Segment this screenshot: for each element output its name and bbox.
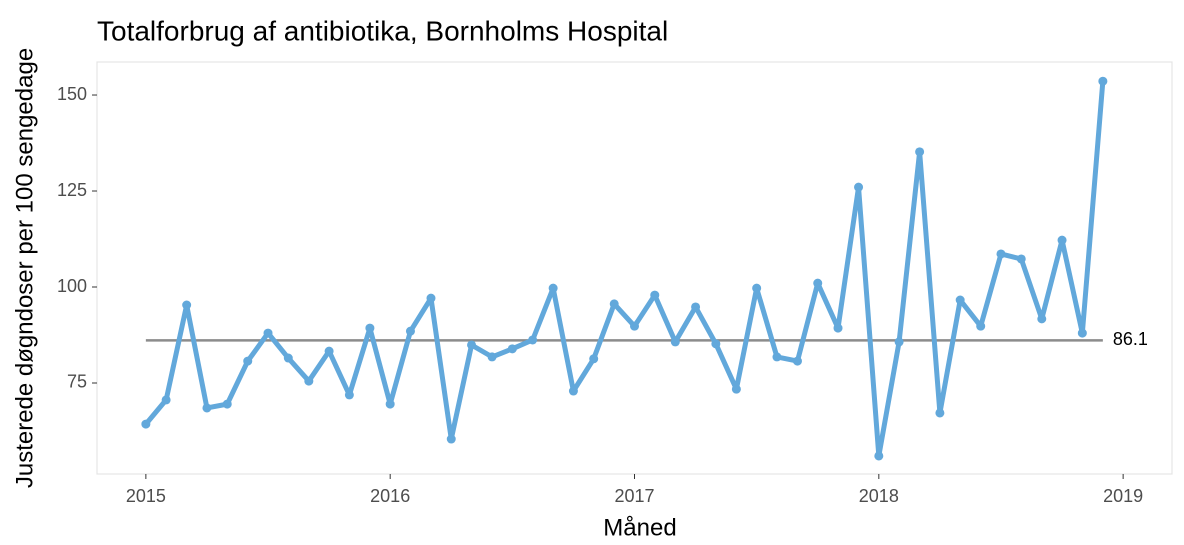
data-point: [283, 353, 293, 363]
data-point: [548, 283, 558, 293]
data-point: [915, 147, 925, 157]
x-axis-label: Måned: [603, 514, 676, 541]
y-tick-label: 125: [57, 180, 87, 200]
x-tick-label: 2019: [1103, 486, 1143, 506]
y-tick-label: 100: [57, 276, 87, 296]
x-tick-label: 2015: [126, 486, 166, 506]
data-point: [894, 337, 904, 347]
data-point: [182, 300, 192, 310]
data-point: [263, 328, 273, 338]
data-point: [528, 335, 538, 345]
data-point: [874, 451, 884, 461]
data-point: [589, 354, 599, 364]
data-point: [385, 399, 395, 409]
data-point: [1057, 235, 1067, 245]
data-point: [670, 337, 680, 347]
data-point: [935, 408, 945, 418]
data-point: [854, 182, 864, 192]
data-point: [324, 346, 334, 356]
data-point: [446, 434, 456, 444]
data-point: [711, 339, 721, 349]
data-point: [568, 386, 578, 396]
data-point: [996, 249, 1006, 259]
data-point: [833, 323, 843, 333]
data-point: [955, 295, 965, 305]
data-point: [691, 302, 701, 312]
data-point: [813, 278, 823, 288]
data-point: [1016, 254, 1026, 264]
data-point: [141, 419, 151, 429]
data-point: [202, 403, 212, 413]
data-point: [731, 384, 741, 394]
data-point: [467, 340, 477, 350]
y-tick-label: 75: [67, 372, 87, 392]
y-tick-label: 150: [57, 84, 87, 104]
data-point: [365, 323, 375, 333]
data-point: [1037, 314, 1047, 324]
data-point: [1098, 76, 1108, 86]
data-point: [426, 293, 436, 303]
reference-label: 86.1: [1113, 329, 1148, 349]
data-point: [405, 326, 415, 336]
data-point: [792, 356, 802, 366]
x-tick-label: 2018: [859, 486, 899, 506]
data-point: [650, 290, 660, 300]
y-axis-label: Justerede døgndoser per 100 sengedage: [11, 48, 38, 488]
data-point: [609, 299, 619, 309]
data-point: [344, 390, 354, 400]
data-point: [243, 356, 253, 366]
data-point: [161, 395, 171, 405]
data-point: [630, 321, 639, 331]
chart-title: Totalforbrug af antibiotika, Bornholms H…: [97, 15, 668, 46]
data-point: [304, 376, 314, 386]
data-point: [772, 352, 782, 362]
panel-border: [96, 61, 1173, 475]
data-point: [487, 352, 497, 362]
data-point: [507, 344, 517, 354]
data-point: [976, 321, 986, 331]
x-tick-label: 2017: [614, 486, 654, 506]
data-point: [222, 399, 232, 409]
data-line: [143, 80, 1106, 459]
x-tick-label: 2016: [370, 486, 410, 506]
data-point: [1077, 328, 1087, 338]
data-point: [752, 283, 762, 293]
